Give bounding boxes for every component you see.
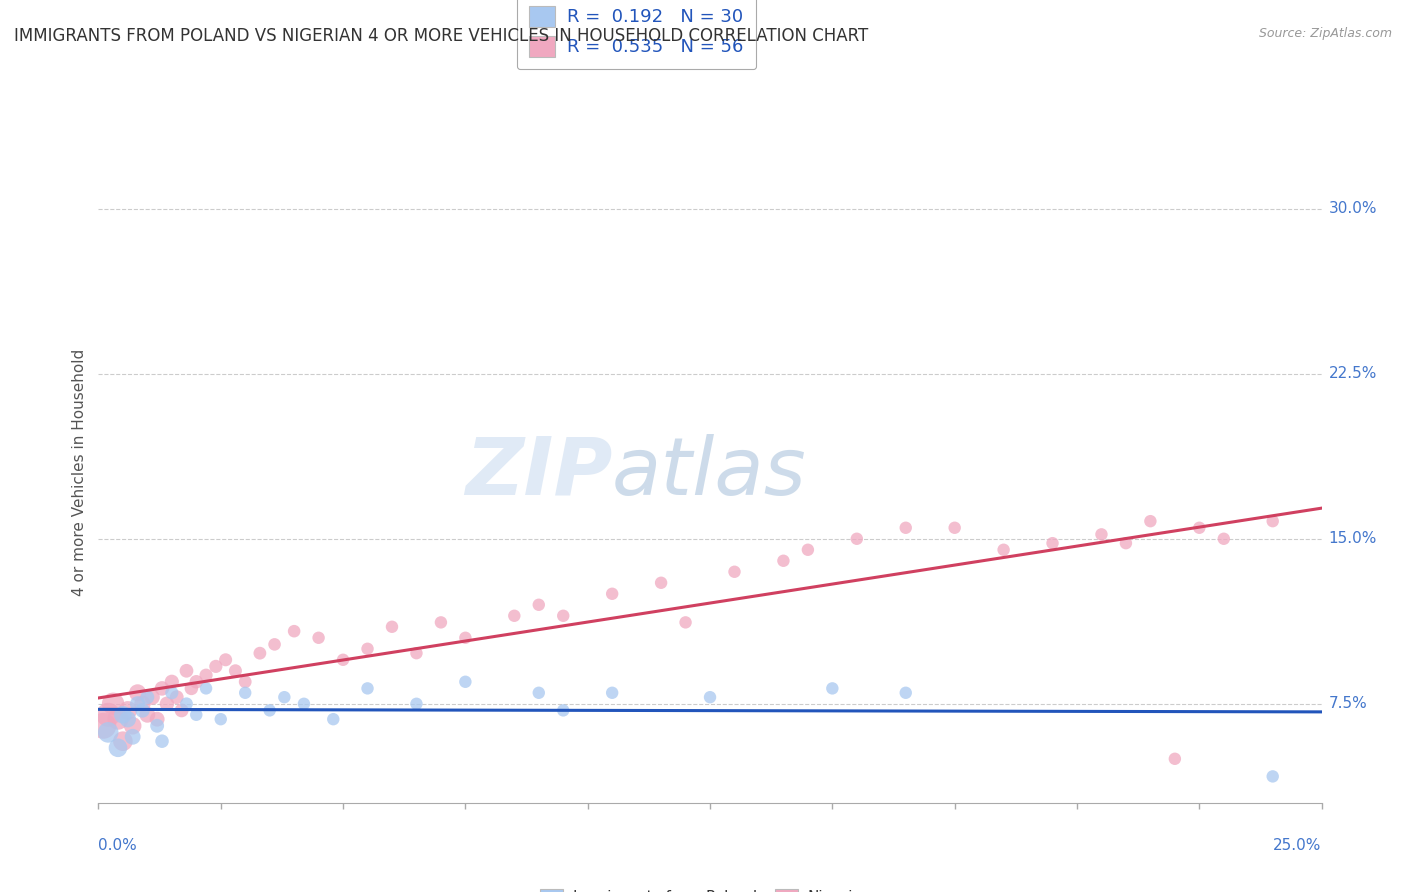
Point	[233, 674, 256, 689]
Point	[97, 707, 120, 722]
Point	[107, 740, 129, 755]
Text: 25.0%: 25.0%	[1274, 838, 1322, 854]
Point	[894, 686, 917, 700]
Point	[141, 690, 163, 705]
Point	[156, 697, 179, 711]
Point	[454, 631, 477, 645]
Point	[170, 703, 193, 717]
Point	[111, 734, 134, 748]
Point	[1042, 536, 1064, 550]
Point	[723, 565, 745, 579]
Point	[150, 681, 173, 696]
Point	[356, 641, 378, 656]
Point	[405, 697, 427, 711]
Point	[894, 521, 917, 535]
Point	[176, 697, 198, 711]
Point	[699, 690, 721, 705]
Point	[332, 653, 354, 667]
Point	[1090, 527, 1112, 541]
Point	[1139, 514, 1161, 528]
Point	[146, 719, 169, 733]
Y-axis label: 4 or more Vehicles in Household: 4 or more Vehicles in Household	[72, 349, 87, 597]
Text: atlas: atlas	[612, 434, 807, 512]
Text: 0.0%: 0.0%	[98, 838, 138, 854]
Point	[381, 620, 404, 634]
Point	[209, 712, 232, 726]
Point	[600, 686, 623, 700]
Point	[650, 575, 672, 590]
Point	[993, 542, 1015, 557]
Text: ZIP: ZIP	[465, 434, 612, 512]
Point	[214, 653, 236, 667]
Text: Source: ZipAtlas.com: Source: ZipAtlas.com	[1258, 27, 1392, 40]
Point	[107, 712, 129, 726]
Point	[121, 730, 143, 744]
Point	[527, 686, 550, 700]
Point	[146, 712, 169, 726]
Point	[600, 587, 623, 601]
Point	[292, 697, 315, 711]
Legend: Immigrants from Poland, Nigerians: Immigrants from Poland, Nigerians	[534, 882, 886, 892]
Point	[553, 703, 575, 717]
Point	[249, 646, 271, 660]
Point	[97, 725, 120, 739]
Point	[283, 624, 305, 639]
Point	[322, 712, 344, 726]
Point	[180, 681, 202, 696]
Point	[127, 686, 149, 700]
Point	[136, 690, 159, 705]
Point	[405, 646, 427, 660]
Point	[131, 703, 153, 717]
Point	[131, 697, 153, 711]
Point	[150, 734, 173, 748]
Point	[273, 690, 295, 705]
Point	[111, 707, 134, 722]
Point	[259, 703, 281, 717]
Point	[160, 674, 183, 689]
Text: 7.5%: 7.5%	[1329, 697, 1368, 711]
Point	[675, 615, 697, 630]
Point	[160, 686, 183, 700]
Point	[176, 664, 198, 678]
Point	[195, 681, 218, 696]
Point	[117, 703, 139, 717]
Point	[91, 719, 114, 733]
Point	[1115, 536, 1137, 550]
Point	[101, 697, 124, 711]
Point	[1188, 521, 1211, 535]
Point	[845, 532, 868, 546]
Point	[308, 631, 330, 645]
Point	[430, 615, 453, 630]
Point	[1261, 514, 1284, 528]
Point	[205, 659, 228, 673]
Point	[186, 674, 208, 689]
Point	[1212, 532, 1234, 546]
Point	[821, 681, 844, 696]
Point	[797, 542, 820, 557]
Text: 22.5%: 22.5%	[1329, 367, 1376, 381]
Point	[117, 712, 139, 726]
Point	[1261, 769, 1284, 783]
Point	[233, 686, 256, 700]
Point	[356, 681, 378, 696]
Point	[136, 707, 159, 722]
Point	[121, 719, 143, 733]
Text: 15.0%: 15.0%	[1329, 532, 1376, 546]
Point	[166, 690, 188, 705]
Point	[527, 598, 550, 612]
Point	[127, 697, 149, 711]
Point	[195, 668, 218, 682]
Point	[454, 674, 477, 689]
Point	[263, 637, 285, 651]
Point	[224, 664, 246, 678]
Text: IMMIGRANTS FROM POLAND VS NIGERIAN 4 OR MORE VEHICLES IN HOUSEHOLD CORRELATION C: IMMIGRANTS FROM POLAND VS NIGERIAN 4 OR …	[14, 27, 869, 45]
Point	[772, 554, 794, 568]
Text: 30.0%: 30.0%	[1329, 202, 1376, 216]
Point	[186, 707, 208, 722]
Point	[553, 608, 575, 623]
Point	[943, 521, 966, 535]
Point	[1164, 752, 1187, 766]
Point	[503, 608, 526, 623]
